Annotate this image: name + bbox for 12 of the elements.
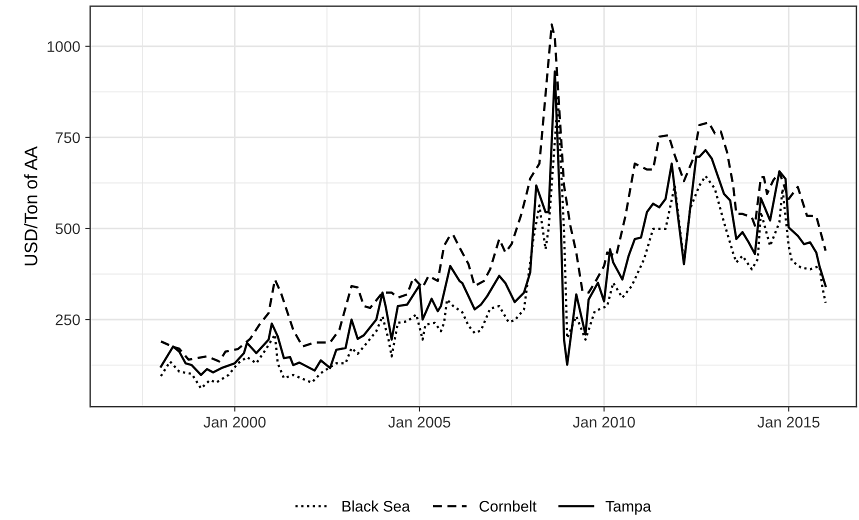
- y-axis-title: USD/Ton of AA: [24, 146, 38, 266]
- y-tick-label: 250: [56, 314, 80, 326]
- x-tick-label: Jan 2000: [204, 416, 266, 428]
- x-tick-label: Jan 2010: [572, 416, 635, 428]
- y-tick-label: 750: [56, 132, 80, 144]
- legend-label: Cornbelt: [480, 500, 536, 512]
- x-tick-label: Jan 2005: [388, 416, 450, 428]
- y-tick-label: 500: [56, 223, 80, 234]
- legend-label: Black Sea: [342, 500, 410, 512]
- y-tick-label: 1000: [48, 41, 80, 52]
- legend-label: Tampa: [606, 501, 652, 515]
- x-tick-label: Jan 2015: [757, 416, 820, 428]
